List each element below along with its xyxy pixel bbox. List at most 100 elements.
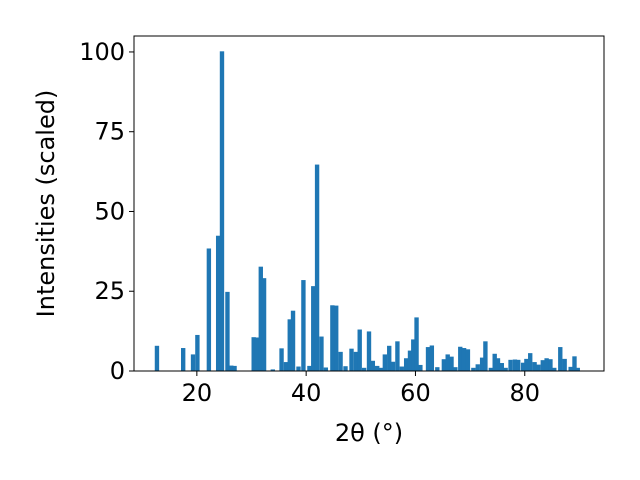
bar xyxy=(465,349,471,371)
bars-layer xyxy=(154,51,580,372)
bar xyxy=(528,353,533,371)
x-tick-label: 60 xyxy=(400,379,431,407)
bar xyxy=(330,305,335,371)
bar xyxy=(283,362,289,371)
bar xyxy=(296,366,301,371)
bar xyxy=(311,286,316,371)
bar xyxy=(458,346,463,371)
bar xyxy=(279,348,284,371)
bar xyxy=(219,51,225,372)
bar xyxy=(314,164,320,371)
bar xyxy=(261,278,267,371)
bar xyxy=(540,360,545,371)
bar xyxy=(378,367,384,371)
bar xyxy=(536,364,541,371)
bar xyxy=(492,353,497,371)
bar xyxy=(215,235,221,371)
bar xyxy=(568,366,573,371)
x-tick-label: 40 xyxy=(291,379,322,407)
bar xyxy=(251,337,256,371)
bar xyxy=(154,345,160,371)
x-tick-label: 20 xyxy=(182,379,213,407)
bar xyxy=(338,351,343,371)
bar xyxy=(190,354,196,371)
bar xyxy=(403,358,409,371)
bar xyxy=(414,317,419,371)
bar xyxy=(375,365,380,371)
bar xyxy=(357,329,362,371)
bar xyxy=(232,365,237,371)
bar xyxy=(425,347,431,371)
bar xyxy=(399,366,404,371)
y-tick-label: 50 xyxy=(94,197,125,225)
bar xyxy=(435,367,440,371)
bar xyxy=(532,362,537,371)
bar xyxy=(258,266,263,371)
bar xyxy=(475,364,480,371)
bar xyxy=(548,359,553,371)
bar xyxy=(229,365,234,371)
y-axis-label: Intensities (scaled) xyxy=(32,90,60,318)
bar xyxy=(558,347,563,371)
y-axis-ticks: 0 25 50 75 100 xyxy=(79,38,134,385)
bar xyxy=(575,367,580,371)
bar xyxy=(461,348,467,371)
bar xyxy=(508,359,513,371)
bar xyxy=(270,369,275,371)
bar xyxy=(206,248,212,371)
y-tick-label: 75 xyxy=(94,118,125,146)
bar xyxy=(479,357,485,371)
bar xyxy=(301,280,306,371)
bar xyxy=(503,367,508,371)
bar xyxy=(366,331,372,371)
bar xyxy=(512,359,518,371)
bar xyxy=(382,354,388,371)
bar xyxy=(334,305,339,371)
bar xyxy=(524,358,529,371)
bar xyxy=(225,291,230,371)
bar xyxy=(353,351,359,371)
bar xyxy=(418,364,423,371)
bar xyxy=(349,348,354,371)
bar xyxy=(429,345,435,371)
bar xyxy=(290,310,296,371)
bar xyxy=(361,367,367,371)
bar xyxy=(395,341,400,371)
x-axis-ticks: 20 40 60 80 xyxy=(182,371,540,407)
bar xyxy=(488,367,494,371)
bar xyxy=(495,358,501,371)
bar xyxy=(370,360,376,371)
bar xyxy=(181,348,186,371)
bar xyxy=(287,319,292,371)
y-tick-label: 100 xyxy=(79,38,125,66)
x-tick-label: 80 xyxy=(509,379,540,407)
bar xyxy=(572,356,577,371)
plot-frame xyxy=(133,35,605,372)
bar xyxy=(323,367,329,371)
bar xyxy=(254,337,260,371)
x-axis-label: 2θ (°) xyxy=(335,419,403,447)
bar xyxy=(562,358,567,371)
bar xyxy=(449,356,454,371)
bar xyxy=(390,361,396,371)
bar xyxy=(441,359,447,371)
bar xyxy=(453,367,458,371)
bar xyxy=(387,345,392,371)
y-tick-label: 0 xyxy=(110,357,125,385)
bar xyxy=(516,359,521,371)
bar xyxy=(483,341,488,371)
bar xyxy=(307,365,312,371)
bar xyxy=(499,363,504,371)
bar xyxy=(520,362,526,371)
bar xyxy=(544,358,549,371)
bar xyxy=(407,350,413,371)
bar xyxy=(195,334,200,371)
bar xyxy=(445,354,450,371)
bar xyxy=(552,367,557,371)
bar xyxy=(343,366,348,371)
y-tick-label: 25 xyxy=(94,277,125,305)
bar xyxy=(471,367,476,371)
bar xyxy=(411,339,416,371)
bar xyxy=(319,336,324,371)
